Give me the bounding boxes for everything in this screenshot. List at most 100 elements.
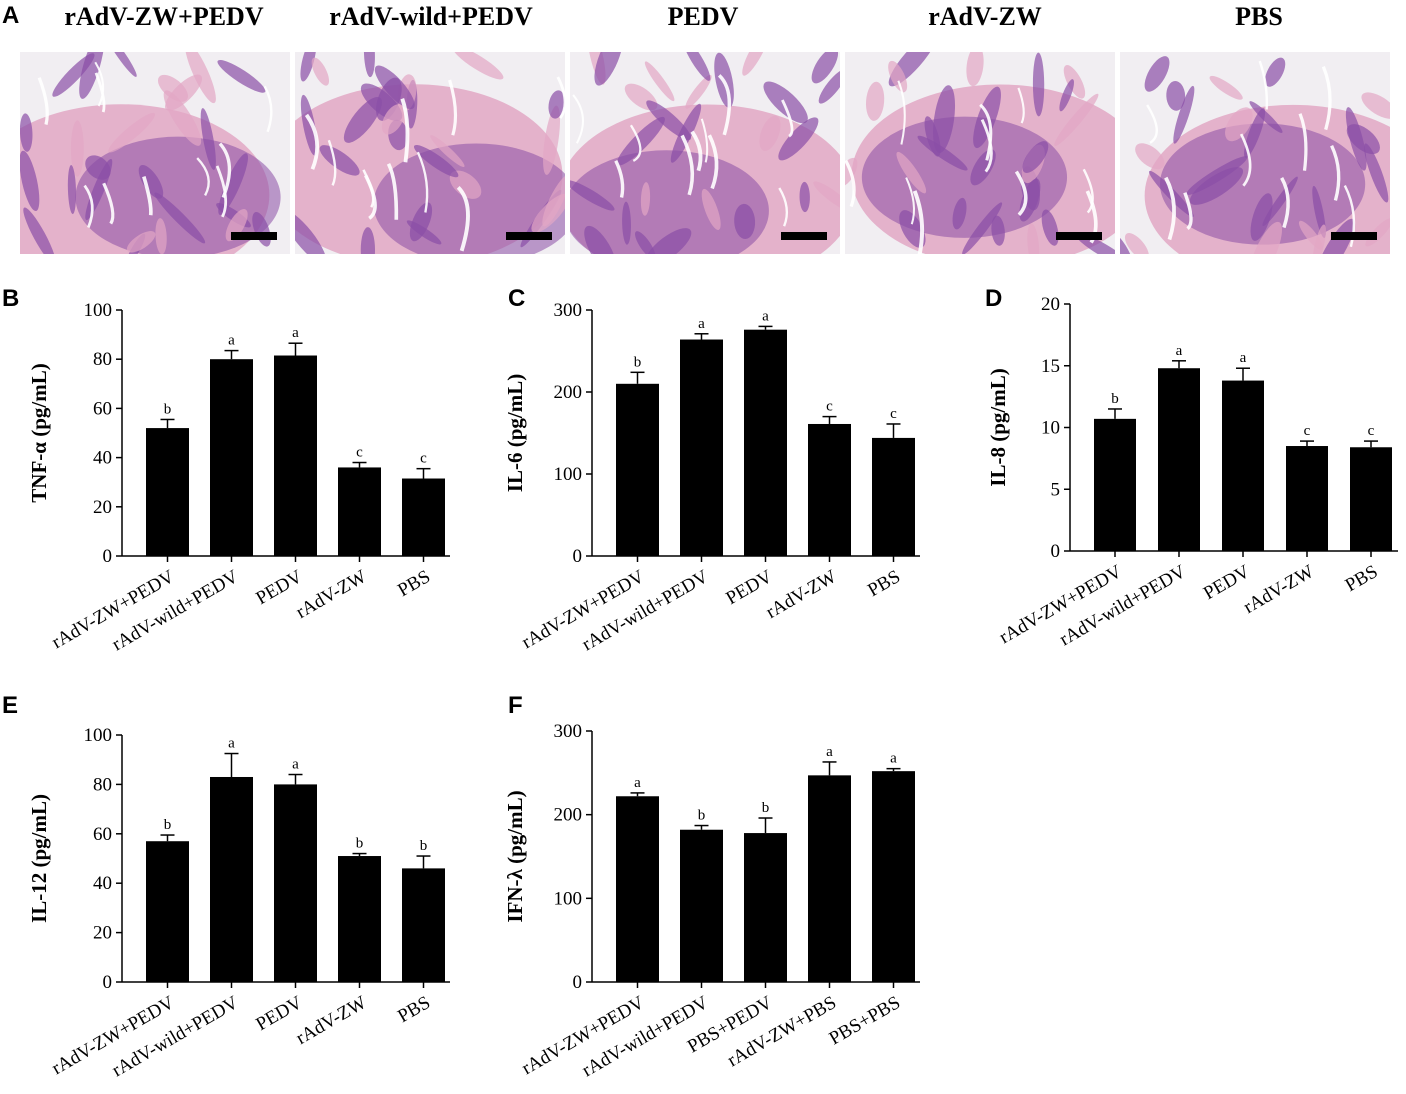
y-tick-label: 100 [554,464,583,485]
villus [763,81,808,124]
villus [413,145,459,178]
villus [1189,167,1244,205]
villus [685,74,712,109]
bar [402,478,445,556]
lumen-gap [778,187,789,227]
lumen-gap [897,80,906,145]
image-title-2: rAdV-wild+PEDV [329,2,533,31]
villus [1249,101,1283,133]
villus [1054,93,1099,146]
significance-letter: b [634,354,642,370]
lumen-gap [416,151,429,213]
villus [966,52,984,87]
villus [670,103,702,163]
villus [1312,185,1326,238]
villus [1225,107,1253,142]
lumen-gap [196,157,210,197]
villus [104,52,137,77]
y-tick-label: 60 [93,398,112,419]
villus [138,164,164,199]
lumen-gap [218,142,232,199]
y-tick-label: 0 [573,546,583,567]
villus [845,157,858,187]
image-title-4: rAdV-ZW [928,2,1042,31]
villus [85,155,111,180]
villus [1298,220,1323,250]
villus [20,150,40,212]
villus [163,90,202,146]
villus [452,52,504,80]
y-tick-label: 10 [1041,418,1060,439]
micrograph-4 [845,52,1115,254]
villus [1135,143,1165,170]
x-tick-label: rAdV-ZW+PBS [724,992,840,1071]
villus [381,104,405,135]
villus [1059,79,1075,112]
villus [1364,143,1389,203]
y-tick-label: 300 [554,721,583,742]
villus [200,108,216,170]
y-tick-label: 200 [554,382,583,403]
villus [23,207,56,254]
significance-letter: b [698,808,706,824]
micrograph-5 [1120,52,1390,254]
y-axis-label: TNF-α (pg/mL) [27,363,51,502]
y-axis-label: IL-8 (pg/mL) [986,368,1010,486]
lumen-gap [94,72,106,113]
villus [1248,221,1282,254]
significance-letter: a [890,751,897,767]
villus [1075,233,1115,254]
lumen-gap [614,160,625,198]
villus [644,61,675,102]
lumen-gap [556,76,565,119]
significance-letter: a [228,333,235,349]
villus [155,218,167,254]
lumen-gap [1014,170,1028,217]
villus [311,57,330,86]
y-tick-label: 100 [84,725,113,746]
villus [295,210,327,254]
lumen-gap [102,182,115,225]
villus [778,117,819,161]
villus [799,181,810,213]
lumen-gap [1330,145,1341,201]
villus [1144,56,1170,92]
bar [616,383,659,556]
villus [449,170,482,199]
y-axis-label: IL-6 (pg/mL) [503,374,527,492]
bar [338,856,381,982]
y-tick-label: 80 [93,349,112,370]
villus [917,135,968,171]
lumen-gap [572,94,584,144]
villus [1120,231,1135,254]
villus [1361,92,1390,119]
villus [818,69,840,104]
significance-letter: c [356,445,363,461]
lumen-gap [386,163,399,220]
significance-letter: a [292,325,299,341]
lumen-gap [37,77,49,125]
y-tick-label: 20 [93,923,112,944]
villus [1032,52,1045,117]
villus [811,52,839,84]
villus [108,112,156,153]
villus [645,228,692,254]
bar [680,829,723,982]
villus [594,52,624,86]
significance-letter: a [1176,343,1183,359]
villus [1022,141,1049,173]
significance-letter: a [1240,350,1247,366]
y-axis-label: IFN-λ (pg/mL) [503,790,527,922]
y-tick-label: 0 [1051,541,1061,562]
significance-letter: a [698,316,705,332]
villus [185,52,216,104]
significance-letter: a [826,744,833,760]
lumen-gap [690,130,703,172]
bar [1158,368,1200,551]
villus [646,100,692,141]
tissue-image [570,52,840,254]
villus [363,52,375,78]
villus [1173,85,1195,144]
bar [872,771,915,982]
significance-letter: a [292,757,299,773]
